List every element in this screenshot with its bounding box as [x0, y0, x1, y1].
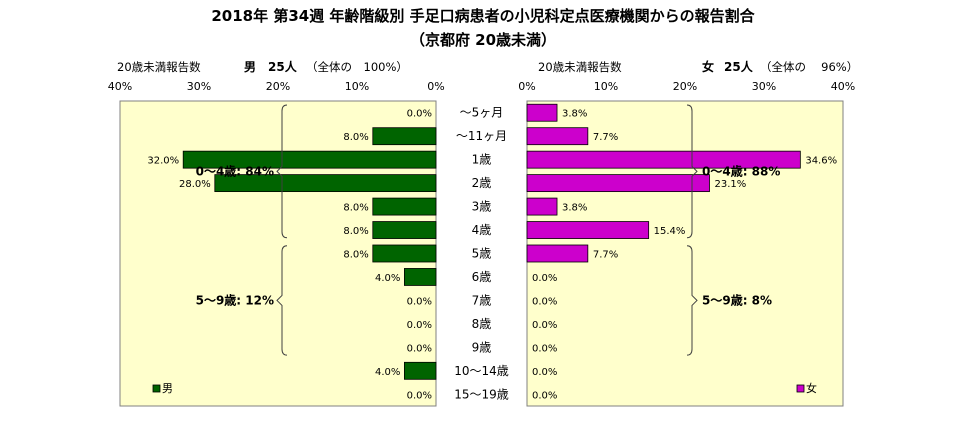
category-label: 4歳 [472, 223, 492, 237]
right-x-tick-label: 40% [831, 80, 855, 93]
male-bar-value-label: 32.0% [147, 156, 179, 167]
female-bar-value-label: 0.0% [532, 390, 557, 401]
right-age-group-brace [686, 245, 698, 356]
left-x-tick-label: 0% [427, 80, 444, 93]
male-bar-value-label: 8.0% [343, 132, 368, 143]
male-bar-value-label: 4.0% [375, 367, 400, 378]
female-bar-value-label: 0.0% [532, 273, 557, 284]
female-bar-value-label: 0.0% [532, 296, 557, 307]
female-bar-value-label: 7.7% [593, 250, 618, 261]
category-label: 9歳 [472, 340, 492, 354]
male-bar-value-label: 0.0% [407, 390, 432, 401]
female-bar [526, 244, 589, 263]
left-age-group-label: 5～9歳: 12% [196, 292, 274, 307]
category-label: 2歳 [472, 176, 492, 190]
right-axis-label: 20歳未満報告数 [538, 60, 622, 74]
right-legend-swatch [796, 384, 805, 393]
left-gender-label: 男 [244, 60, 256, 74]
left-age-group-label: 0～4歳: 84% [196, 163, 274, 178]
female-bar [526, 174, 710, 193]
female-bar [526, 103, 558, 122]
right-age-group-label: 5～9歳: 8% [702, 292, 772, 307]
female-bar [526, 150, 801, 169]
female-bar-value-label: 23.1% [714, 179, 746, 190]
male-bar [372, 244, 437, 263]
right-x-tick-label: 0% [518, 80, 535, 93]
left-legend-label: 男 [162, 382, 173, 395]
category-label: 10～14歳 [454, 364, 509, 378]
left-age-group-brace [276, 104, 288, 239]
category-label: 15～19歳 [454, 387, 509, 401]
category-label: 7歳 [472, 293, 492, 307]
female-bar-value-label: 0.0% [532, 367, 557, 378]
female-bar [526, 197, 558, 216]
male-bar-value-label: 8.0% [343, 250, 368, 261]
male-bar-value-label: 0.0% [407, 109, 432, 120]
left-x-tick-label: 30% [187, 80, 211, 93]
male-bar [372, 197, 437, 216]
female-bar [526, 221, 650, 239]
left-share-label: （全体の 100%） [306, 60, 408, 74]
male-bar [403, 361, 437, 380]
male-bar [214, 174, 437, 193]
female-bar-value-label: 0.0% [532, 320, 557, 331]
chart-subtitle: （京都府 20歳未満） [410, 31, 556, 49]
male-bar [403, 268, 437, 286]
male-bar-value-label: 28.0% [179, 179, 211, 190]
left-age-group-brace [276, 245, 288, 356]
right-x-tick-label: 10% [594, 80, 618, 93]
right-age-group-label: 0～4歳: 88% [702, 163, 780, 178]
male-bar-value-label: 8.0% [343, 203, 368, 214]
female-bar-value-label: 0.0% [532, 343, 557, 354]
category-label: ～11ヶ月 [456, 129, 507, 143]
female-bar-value-label: 34.6% [805, 156, 837, 167]
male-bar-value-label: 0.0% [407, 320, 432, 331]
male-bar-value-label: 0.0% [407, 296, 432, 307]
male-bar-value-label: 4.0% [375, 273, 400, 284]
right-age-group-brace [686, 104, 698, 239]
male-bar [372, 221, 437, 239]
left-count-label: 25人 [268, 59, 298, 74]
right-x-tick-label: 20% [673, 80, 697, 93]
category-label: 1歳 [472, 153, 492, 167]
category-label: 6歳 [472, 270, 492, 284]
left-x-tick-label: 20% [266, 80, 290, 93]
category-label: ～5ヶ月 [460, 106, 504, 120]
male-bar [372, 127, 437, 146]
female-bar [526, 127, 589, 146]
right-legend-label: 女 [806, 381, 817, 395]
female-bar-value-label: 15.4% [654, 226, 686, 237]
right-gender-label: 女 [702, 59, 714, 74]
female-bar-value-label: 3.8% [562, 203, 587, 214]
right-count-label: 25人 [724, 59, 754, 74]
right-x-tick-label: 30% [752, 80, 776, 93]
category-label: 8歳 [472, 317, 492, 331]
right-share-label: （全体の 96%） [760, 60, 858, 74]
male-bar [182, 150, 437, 169]
male-bar-value-label: 0.0% [407, 343, 432, 354]
female-bar-value-label: 3.8% [562, 109, 587, 120]
left-legend-swatch [152, 384, 161, 393]
category-label: 5歳 [472, 247, 492, 261]
female-bar-value-label: 7.7% [593, 132, 618, 143]
male-bar-value-label: 8.0% [343, 226, 368, 237]
category-label: 3歳 [472, 200, 492, 214]
left-x-tick-label: 10% [345, 80, 369, 93]
chart-title: 2018年 第34週 年齢階級別 手足口病患者の小児科定点医療機関からの報告割合 [211, 7, 755, 25]
left-x-tick-label: 40% [108, 80, 132, 93]
left-axis-label: 20歳未満報告数 [117, 60, 201, 74]
